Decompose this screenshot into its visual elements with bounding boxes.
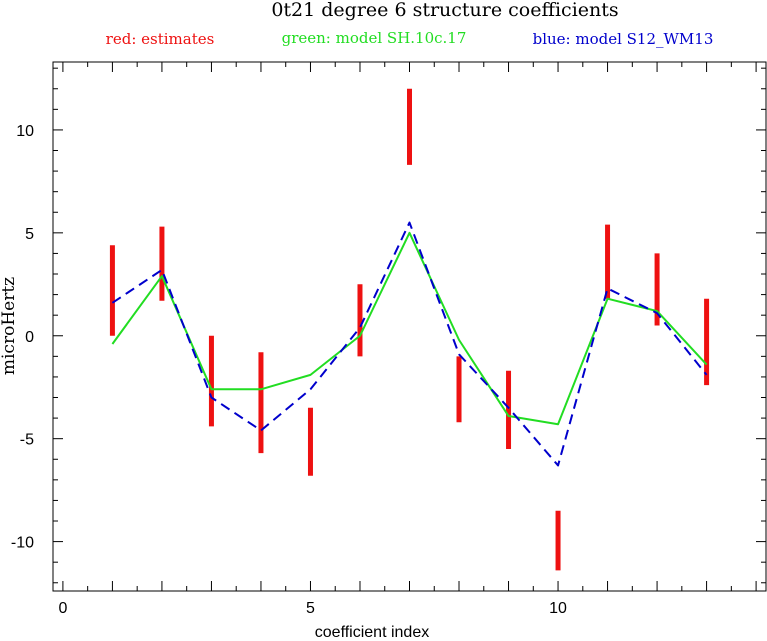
x-tick-label: 0 — [58, 600, 67, 617]
axis-ticks: 0 5 10 -10 -5 0 5 10 — [11, 62, 766, 617]
y-axis-label: microHertz — [0, 277, 19, 375]
chart-title: 0t21 degree 6 structure coefficients — [271, 0, 618, 21]
x-axis-label: coefficient index — [315, 624, 429, 641]
y-tick-label: -10 — [11, 535, 34, 552]
y-tick-label: 5 — [25, 226, 34, 243]
model-lines — [111, 221, 708, 467]
y-tick-label: 0 — [25, 329, 34, 346]
legend-estimates: red: estimates — [106, 30, 215, 48]
y-tick-label: -5 — [20, 432, 34, 449]
series-line-blue — [111, 221, 708, 467]
estimate-bars — [109, 88, 710, 571]
x-tick-label: 5 — [306, 600, 315, 617]
y-tick-label: 10 — [16, 123, 34, 140]
series-line-green — [111, 231, 708, 426]
legend-model-sh10c17: green: model SH.10c.17 — [282, 29, 467, 47]
x-tick-label: 10 — [549, 600, 567, 617]
legend-model-s12wm13: blue: model S12_WM13 — [533, 30, 714, 48]
